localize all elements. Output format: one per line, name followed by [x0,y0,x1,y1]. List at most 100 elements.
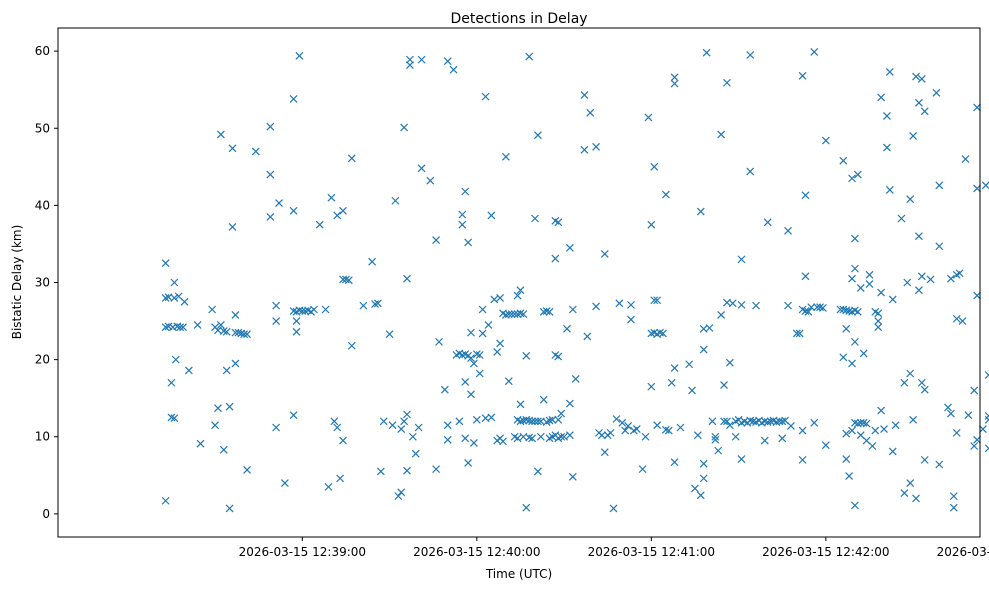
detection-point [560,432,569,441]
detection-point [440,385,449,394]
detection-point [403,274,411,283]
detection-point [810,47,819,56]
detection-point [406,61,414,69]
detection-point [653,296,662,305]
detection-point [650,296,659,305]
detection-point [644,113,653,122]
y-tick-label: 40 [35,198,50,212]
detection-point [819,304,827,312]
detection-point [763,418,772,427]
detection-point [699,474,708,483]
detection-point [478,329,487,338]
detection-point [720,381,728,389]
detection-point [778,434,787,443]
detection-point [458,210,467,219]
detection-point [333,211,342,220]
detection-point [618,418,627,427]
detection-point [289,206,298,215]
detection-point [339,206,347,215]
detection-point [851,418,859,427]
detection-point [496,339,505,348]
detection-point [568,305,577,314]
detection-point [240,330,249,339]
plot-frame [57,27,981,538]
detection-point [868,442,877,450]
detection-point [592,142,601,151]
detection-point [600,250,609,258]
detection-point [973,184,982,193]
detection-point [499,437,507,446]
detection-point [397,488,406,497]
detection-point [900,378,909,387]
detection-point [487,413,496,422]
chart-title: Detections in Delay [450,11,587,27]
detection-point [243,465,251,474]
detection-point [804,307,813,316]
detection-point [877,93,886,102]
detection-point [935,460,944,469]
detection-point [533,417,542,426]
detection-point [906,195,915,204]
detection-point [746,416,755,425]
detection-point [848,274,856,283]
detection-point [856,283,865,292]
detection-point [853,170,862,179]
detection-point [289,411,298,420]
detection-point [949,503,958,512]
detection-point [228,223,237,231]
detection-point [952,428,961,437]
detection-point [906,369,915,378]
detection-point [859,349,868,358]
detection-point [507,310,516,319]
detection-point [647,382,656,391]
detection-point [914,286,923,295]
detection-point [981,181,989,190]
detection-point [184,366,193,375]
detection-point [467,390,475,399]
detection-point [432,236,441,245]
detection-point [612,415,621,423]
detection-point [528,417,537,426]
detection-point [493,347,502,356]
detection-point [810,418,819,427]
detection-point [394,492,403,501]
detection-point [243,330,251,339]
detection-point [542,307,551,315]
detection-point [516,309,525,318]
detection-point [600,448,609,457]
detection-point [292,327,301,336]
detection-point [516,417,525,426]
detection-point [292,317,301,325]
detection-point [539,307,548,316]
detection-point [670,79,679,88]
detection-point [798,71,807,80]
detection-point [845,472,854,480]
detection-point [723,78,731,87]
detection-point [725,358,734,367]
detection-point [955,269,964,278]
detection-point [848,359,856,368]
detection-point [467,354,475,363]
detection-point [222,366,231,375]
detection-point [272,317,281,325]
y-tick-label: 30 [35,276,50,290]
detection-point [839,353,848,362]
detection-point [798,455,807,464]
detection-point [865,270,874,279]
detection-point [426,176,435,185]
detection-point [531,417,539,426]
detection-point [403,466,411,475]
detection-point [513,291,522,300]
detection-point [487,211,496,220]
detection-point [627,300,635,309]
detection-point [545,307,554,316]
detection-point [661,425,670,434]
y-tick-label: 20 [35,353,50,367]
detection-point [944,403,952,412]
detection-point [801,307,810,315]
detection-point [513,434,522,443]
detection-point [266,122,275,131]
detection-point [342,275,350,284]
detection-point [586,108,595,117]
detection-point [522,351,531,360]
